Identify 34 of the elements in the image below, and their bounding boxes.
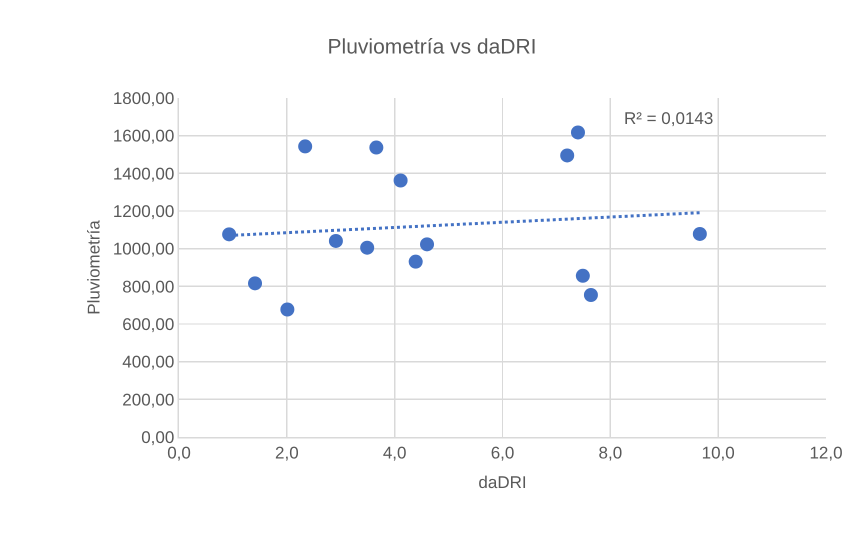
x-tick-label: 12,0 (809, 444, 843, 463)
point (328, 234, 343, 248)
y-tick-label: 1600,00 (112, 126, 174, 146)
point (394, 173, 408, 188)
annotation: R² = 0,0143 (624, 109, 714, 128)
y-axis-title: Pluviometría (84, 220, 104, 315)
point (576, 268, 590, 283)
x-tick-label: 2,0 (275, 444, 299, 463)
x-tick-label: 6,0 (490, 444, 514, 463)
point (360, 240, 374, 255)
y-tick-label: 1800,00 (112, 88, 174, 108)
point (248, 276, 262, 290)
chart-title: Pluviometría vs daDRI (328, 36, 536, 59)
x-tick-label: 4,0 (382, 444, 406, 463)
x-tick-label: 10,0 (702, 444, 735, 463)
point (280, 302, 294, 316)
y-tick-label: 1400,00 (112, 164, 174, 184)
y-tick-label: 800,00 (122, 277, 174, 296)
point (298, 139, 312, 154)
point (584, 288, 598, 302)
y-tick-label: 1000,00 (112, 240, 174, 259)
x-axis-title: daDRI (478, 472, 527, 492)
point (570, 125, 585, 140)
point (369, 140, 384, 155)
point (560, 148, 574, 162)
y-tick-label: 200,00 (122, 390, 174, 410)
y-tick-label: 600,00 (122, 314, 174, 334)
y-tick-label: 400,00 (122, 352, 174, 372)
y-tick-label: 1200,00 (112, 202, 174, 221)
point (692, 226, 707, 241)
x-tick-label: 8,0 (598, 444, 622, 463)
point (408, 254, 423, 269)
point (420, 237, 434, 252)
point (222, 227, 236, 242)
